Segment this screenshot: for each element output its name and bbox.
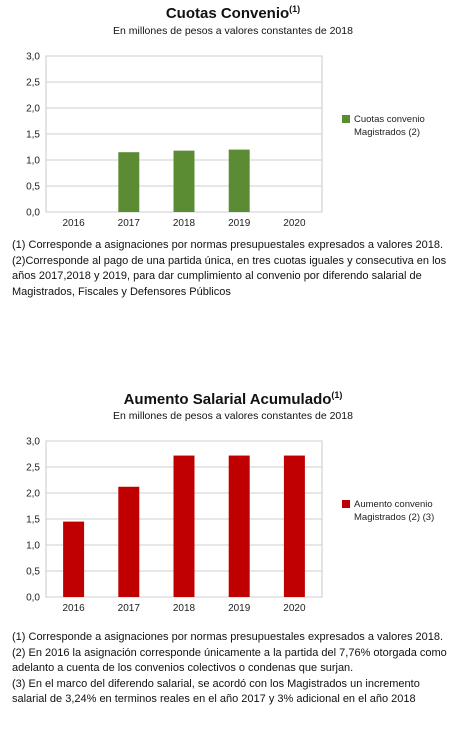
chart1-notes: (1) Corresponde a asignaciones por norma… (12, 238, 457, 300)
chart1-x-tick-label: 2017 (118, 218, 141, 229)
chart2-subtitle: En millones de pesos a valores constante… (113, 410, 353, 422)
chart2-x-tick-label: 2018 (173, 603, 196, 614)
chart2-y-tick-label: 2,5 (26, 463, 40, 474)
chart1-y-tick-label: 1,0 (26, 156, 40, 167)
chart2-note-1: (1) Corresponde a asignaciones por norma… (12, 631, 444, 643)
chart1-title: Cuotas Convenio(1) (165, 4, 301, 22)
chart2-y-tick-label: 3,0 (26, 437, 40, 448)
chart1-note-2: (2)Corresponde al pago de una partida ún… (12, 254, 447, 298)
chart1-bar-2019 (228, 149, 250, 212)
chart2-y-tick-label: 1,0 (26, 541, 40, 552)
chart1-bar-2018 (173, 150, 195, 212)
chart2-bar-2016 (63, 521, 85, 597)
chart1-legend-label-line1: Cuotas convenio (354, 114, 425, 125)
chart2-note-2: (2) En 2016 la asignación corresponde ún… (12, 646, 447, 675)
chart1-y-tick-label: 2,0 (26, 104, 40, 115)
chart1-y-tick-label: 1,5 (26, 130, 40, 141)
chart2-plot: 0,0 0,5 1,0 1,5 2,0 2,5 3,0 2016 2017 2018 2019 202… (26, 437, 434, 615)
chart2-bar-2020 (283, 455, 305, 597)
chart1-legend-swatch (342, 115, 350, 123)
chart2-y-tick-label: 1,5 (26, 515, 40, 526)
chart2-bar-2018 (173, 455, 195, 597)
chart2-x-tick-label: 2016 (62, 603, 85, 614)
chart2-bar-2017 (118, 486, 140, 597)
chart1-x-tick-label: 2016 (62, 218, 85, 229)
chart2-legend-label-line1: Aumento convenio (354, 499, 433, 510)
chart2-x-tick-label: 2019 (228, 603, 251, 614)
chart2-y-tick-label: 2,0 (26, 489, 40, 500)
chart2-x-tick-label: 2020 (283, 603, 306, 614)
chart1-x-tick-label: 2019 (228, 218, 251, 229)
chart2-notes: (1) Corresponde a asignaciones por norma… (12, 630, 457, 708)
chart2-note-3: (3) En el marco del diferendo salarial, … (12, 677, 420, 706)
chart1-plot: 0,0 0,5 1,0 1,5 2,0 2,5 3,0 2016 2017 2018 2019 202… (26, 52, 425, 230)
chart1-subtitle: En millones de pesos a valores constante… (113, 25, 353, 37)
chart1-x-tick-label: 2018 (173, 218, 196, 229)
chart1-y-tick-label: 3,0 (26, 52, 40, 63)
chart2-bar-2019 (228, 455, 250, 597)
chart1-y-tick-label: 0,0 (26, 208, 40, 219)
chart2-x-tick-label: 2017 (118, 603, 141, 614)
chart1-y-tick-label: 0,5 (26, 182, 40, 193)
chart2-legend-label-line2: Magistrados (2) (3) (354, 512, 434, 523)
chart1-y-tick-label: 2,5 (26, 78, 40, 89)
chart1-x-tick-label: 2020 (283, 218, 306, 229)
chart1-legend-label-line2: Magistrados (2) (354, 127, 420, 138)
chart1-bar-2017 (118, 152, 140, 212)
chart2-y-tick-label: 0,0 (26, 593, 40, 604)
chart2-y-tick-label: 0,5 (26, 567, 40, 578)
chart2-legend-swatch (342, 500, 350, 508)
chart2-title: Aumento Salarial Acumulado(1) (123, 390, 343, 408)
chart1-note-1: (1) Corresponde a asignaciones por norma… (12, 239, 444, 251)
